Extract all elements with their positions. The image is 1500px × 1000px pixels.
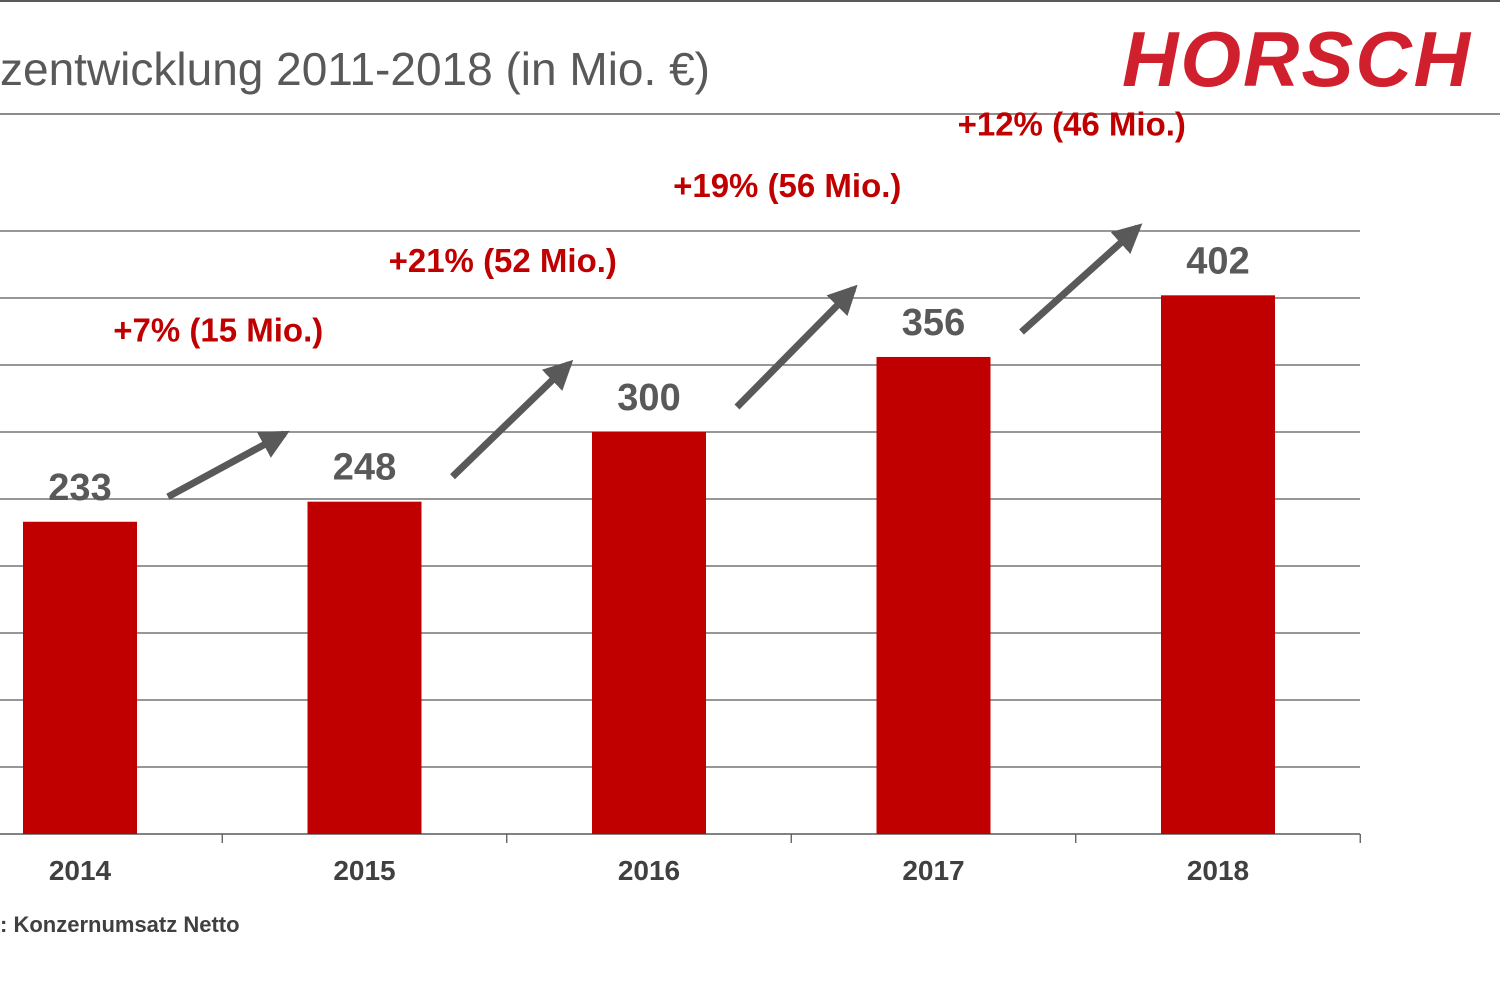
growth-label: +21% (52 Mio.) bbox=[389, 242, 617, 279]
bar-2018 bbox=[1161, 295, 1275, 834]
top-border bbox=[0, 0, 1500, 2]
x-tick-label-2018: 2018 bbox=[1187, 855, 1249, 886]
growth-arrow bbox=[734, 284, 858, 410]
title-divider bbox=[0, 113, 1500, 115]
chart-source-note: : Konzernumsatz Netto bbox=[0, 912, 240, 937]
horsch-logo: HORSCH bbox=[1122, 15, 1473, 103]
value-label-2016: 300 bbox=[617, 377, 680, 419]
x-tick-label-2014: 2014 bbox=[49, 855, 112, 886]
bar-2014 bbox=[23, 521, 137, 834]
bar-2017 bbox=[876, 356, 991, 834]
value-label-2017: 356 bbox=[902, 302, 965, 344]
value-label-2015: 248 bbox=[333, 447, 396, 489]
x-tick-label-2017: 2017 bbox=[902, 855, 964, 886]
growth-arrow bbox=[166, 430, 290, 500]
growth-label: +7% (15 Mio.) bbox=[113, 312, 323, 349]
page-title: zentwicklung 2011-2018 (in Mio. €) bbox=[0, 43, 710, 95]
bar-2016 bbox=[592, 432, 706, 834]
growth-label: +12% (46 Mio.) bbox=[958, 105, 1186, 142]
x-tick-label-2015: 2015 bbox=[333, 855, 395, 886]
bar-2015 bbox=[307, 501, 422, 834]
growth-arrow bbox=[450, 359, 574, 480]
value-label-2014: 233 bbox=[48, 467, 111, 509]
x-tick-label-2016: 2016 bbox=[618, 855, 680, 886]
growth-arrow bbox=[1019, 223, 1143, 335]
value-label-2018: 402 bbox=[1186, 240, 1249, 282]
growth-label: +19% (56 Mio.) bbox=[673, 167, 901, 204]
